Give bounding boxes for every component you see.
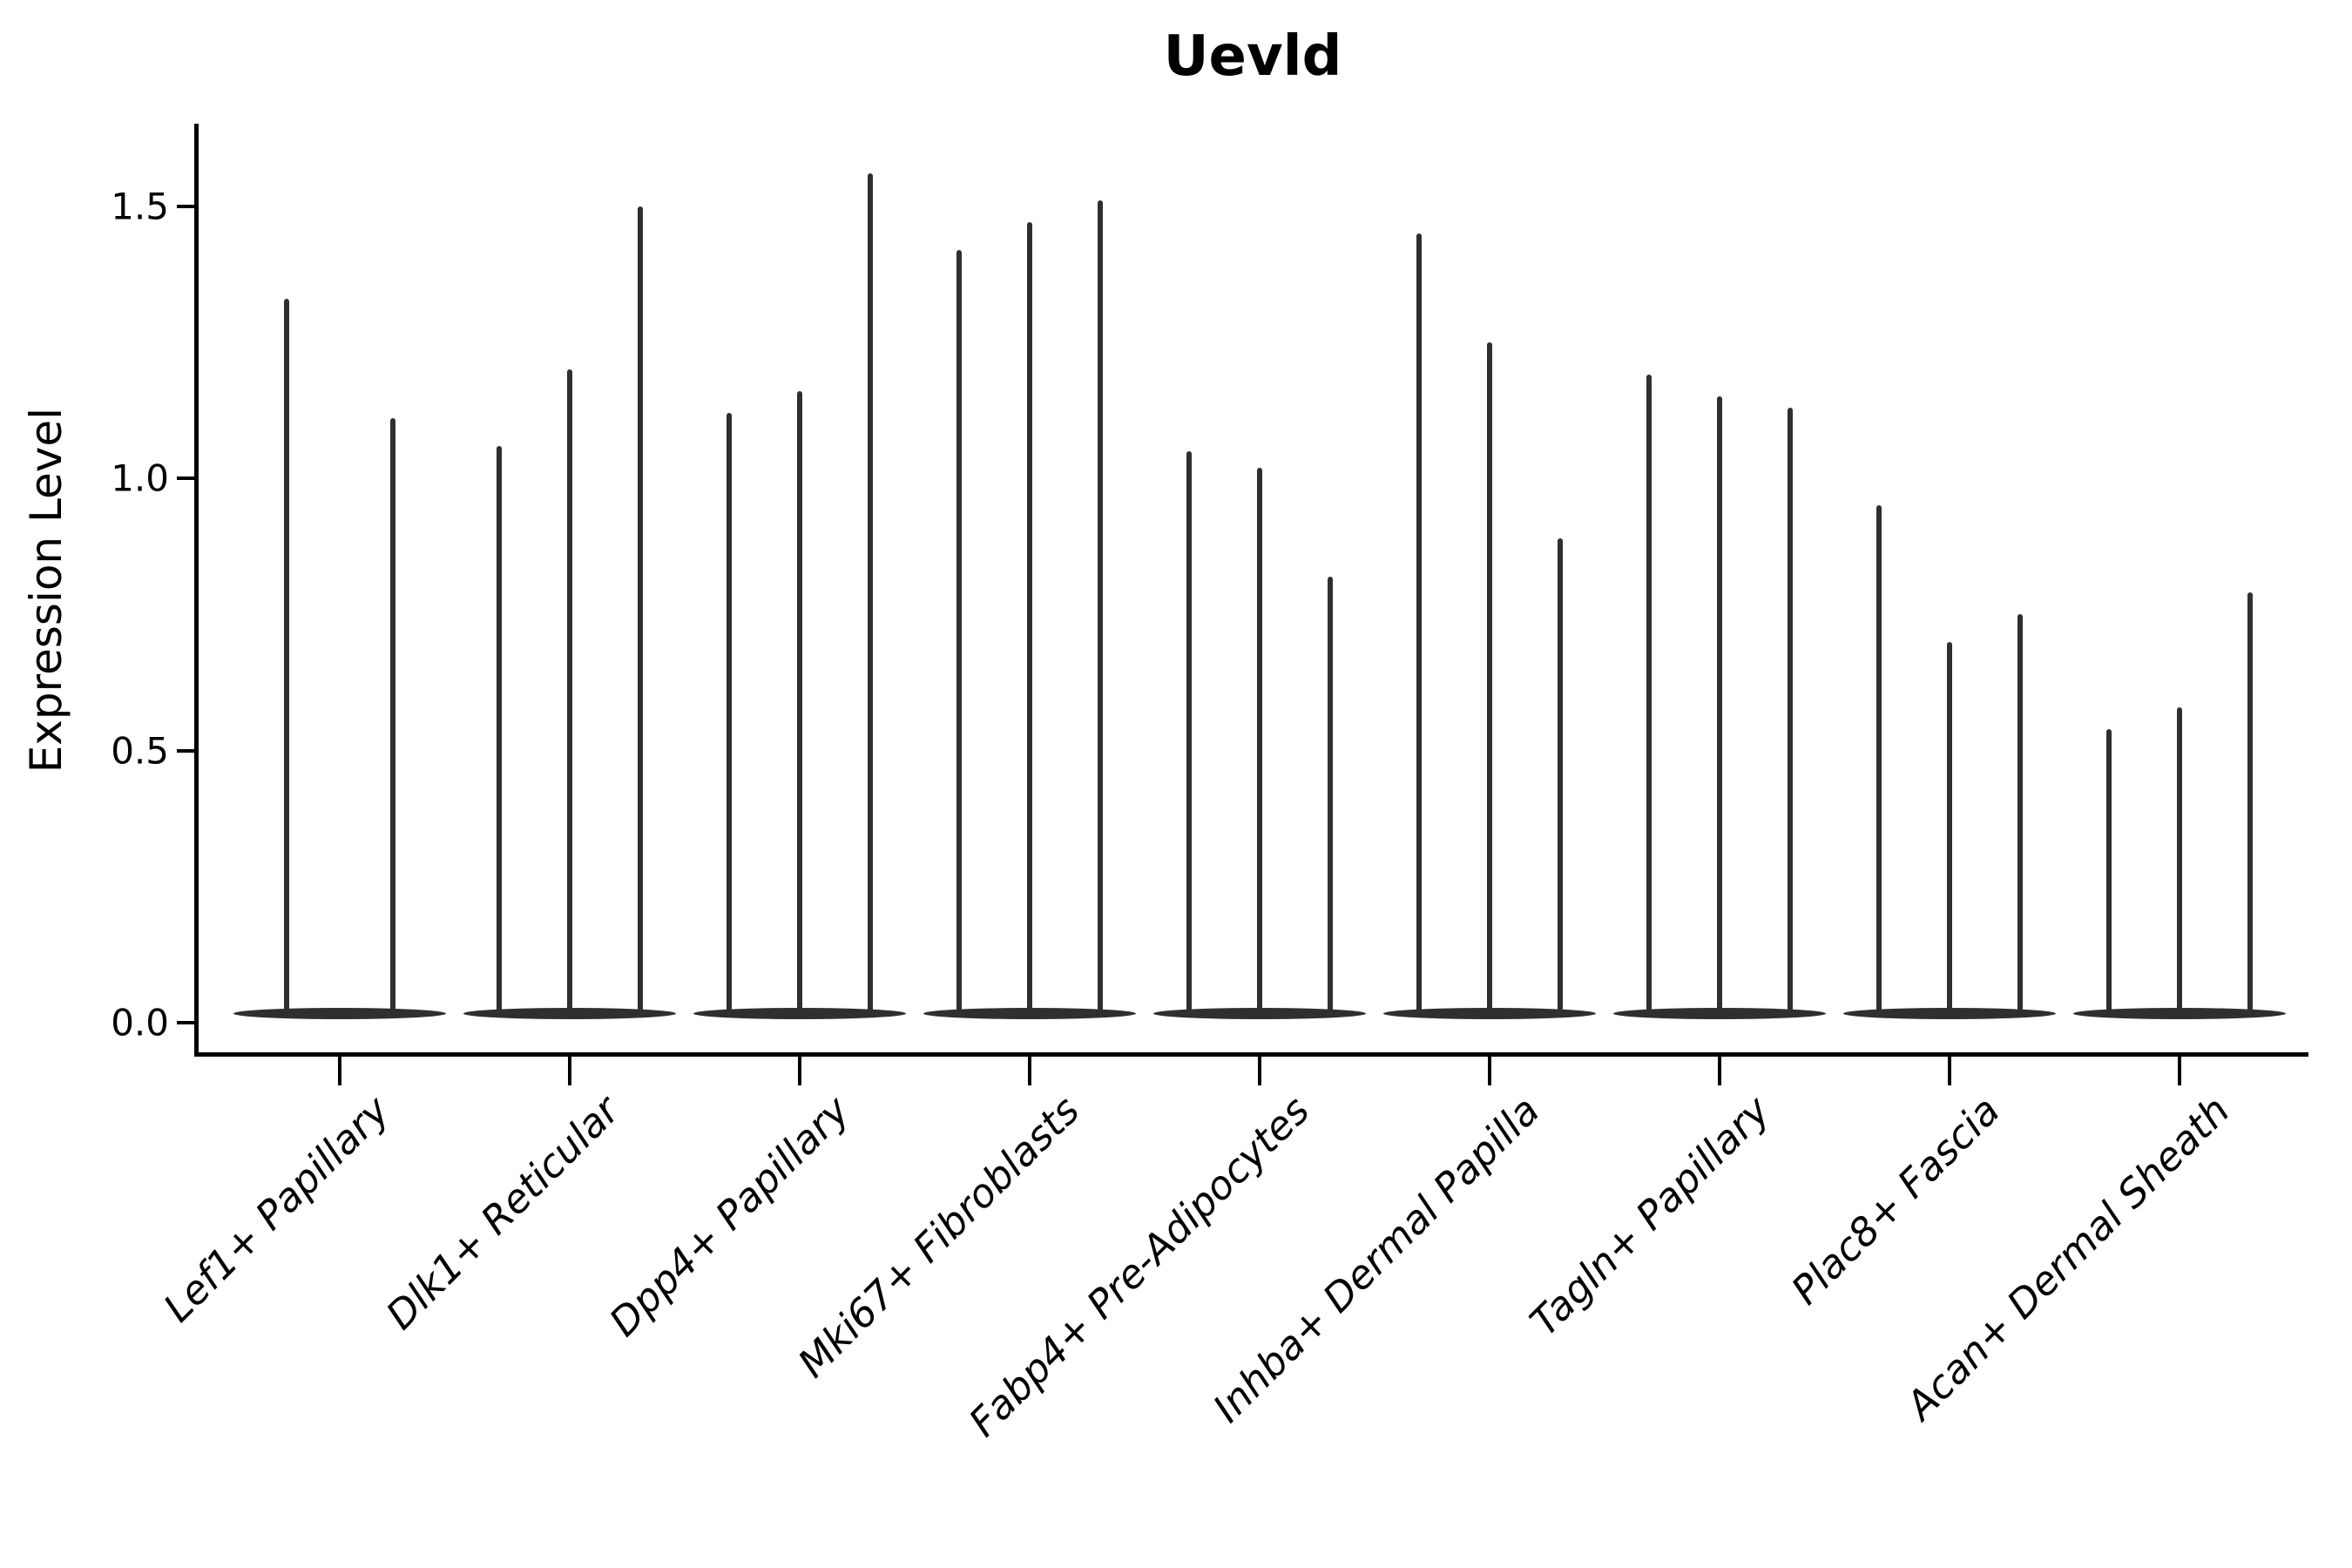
violin-spike [2177, 706, 2182, 1017]
y-tick-mark [177, 1021, 195, 1024]
y-axis-label-container: Expression Level [16, 253, 77, 928]
violin-spike [956, 249, 962, 1017]
x-tick-mark [568, 1057, 571, 1085]
x-tick-mark [798, 1057, 801, 1085]
violin-spike [284, 298, 290, 1017]
violin-spike [638, 206, 643, 1017]
violin-spike [1257, 467, 1262, 1017]
x-tick-label: Plac8+ Fascia [1781, 1087, 2009, 1314]
violin-spike [1947, 641, 1952, 1017]
x-tick-mark [1028, 1057, 1031, 1085]
x-tick-mark [338, 1057, 341, 1085]
violin-spike [1788, 407, 1793, 1017]
x-tick-mark [1718, 1057, 1721, 1085]
y-axis-spine [194, 124, 199, 1057]
violin-spike [1416, 233, 1422, 1017]
violin-spike [567, 369, 572, 1017]
violin-spike [2017, 614, 2023, 1017]
violin-spike [1646, 375, 1652, 1017]
y-axis-label: Expression Level [21, 407, 71, 774]
x-tick-label: Dlk1+ Reticular [377, 1087, 629, 1339]
y-tick-mark [177, 204, 195, 208]
y-tick-label: 0.5 [111, 729, 169, 772]
violin-spike [1186, 450, 1192, 1017]
violin-spike [497, 445, 502, 1017]
x-tick-mark [1258, 1057, 1261, 1085]
violin-spike [1876, 505, 1882, 1017]
violin-spike [1487, 341, 1492, 1017]
y-tick-label: 1.5 [111, 185, 169, 227]
y-tick-label: 1.0 [111, 456, 169, 500]
violin-spike [2247, 592, 2253, 1017]
y-tick-mark [177, 476, 195, 480]
x-tick-mark [1488, 1057, 1491, 1085]
x-axis-spine [194, 1052, 2308, 1057]
violin-spike [727, 413, 732, 1017]
y-tick-mark [177, 748, 195, 753]
x-tick-label: Lef1+ Papillary [154, 1087, 399, 1331]
violin-spike [1027, 222, 1032, 1017]
x-tick-label: Dpp4+ Papillary [600, 1087, 859, 1346]
violin-spike [1558, 537, 1563, 1017]
x-tick-mark [1948, 1057, 1951, 1085]
violin-spike [2106, 728, 2112, 1017]
violin-spike [797, 391, 802, 1017]
violin-spike [868, 173, 873, 1017]
chart-title: Uevld [1163, 24, 1342, 89]
violin-spike [1098, 200, 1103, 1017]
violin-spike [1328, 576, 1333, 1017]
violin-base [233, 1007, 446, 1019]
y-tick-label: 0.0 [111, 1001, 169, 1044]
violin-spike [389, 418, 395, 1017]
x-tick-mark [2178, 1057, 2181, 1085]
x-tick-label: Tagln+ Papillary [1520, 1087, 1779, 1345]
violin-spike [1717, 396, 1722, 1017]
